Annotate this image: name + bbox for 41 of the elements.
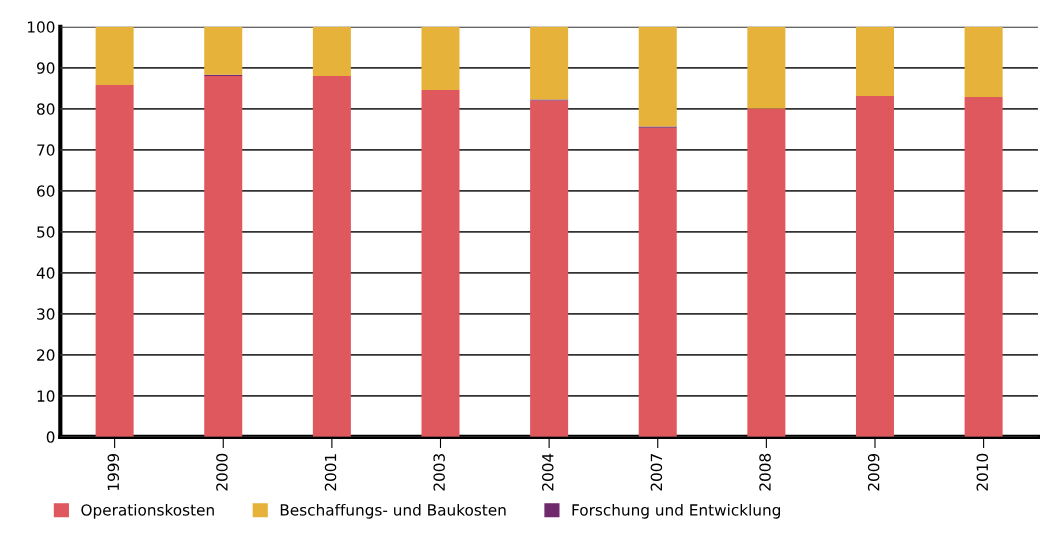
x-tick-label: 2010 bbox=[976, 453, 989, 491]
legend-label: Forschung und Entwicklung bbox=[572, 503, 781, 519]
bar bbox=[204, 26, 243, 75]
y-tick-label: 40 bbox=[36, 267, 55, 279]
y-tick-label: 70 bbox=[37, 144, 55, 156]
bar bbox=[530, 26, 569, 100]
x-tick-label: 2004 bbox=[542, 453, 554, 491]
y-tick-label: 90 bbox=[36, 62, 55, 74]
bar bbox=[312, 26, 351, 76]
bar bbox=[312, 76, 351, 437]
y-tick-label: 30 bbox=[37, 308, 55, 320]
y-tick-label: 80 bbox=[37, 103, 55, 115]
y-tick-label: 60 bbox=[37, 185, 55, 197]
y-tick-label: 100 bbox=[27, 21, 55, 33]
bar bbox=[638, 127, 677, 437]
bar bbox=[855, 26, 894, 97]
bar bbox=[530, 100, 569, 437]
legend-label: Operationskosten bbox=[81, 503, 214, 519]
bar bbox=[747, 26, 786, 109]
bar bbox=[964, 96, 1003, 437]
bar bbox=[855, 96, 894, 437]
bar bbox=[421, 26, 460, 90]
y-tick-label: 0 bbox=[46, 431, 55, 443]
x-tick-label: 2003 bbox=[433, 454, 445, 491]
x-tick-label: 2009 bbox=[867, 453, 880, 491]
bar bbox=[95, 26, 134, 86]
x-tick-label: 2000 bbox=[216, 453, 228, 491]
x-tick-label: 2007 bbox=[650, 454, 663, 491]
x-tick-label: 1999 bbox=[107, 453, 120, 491]
bar bbox=[95, 85, 134, 437]
y-tick-label: 50 bbox=[37, 226, 55, 238]
x-tick-label: 2001 bbox=[324, 454, 337, 491]
bar bbox=[638, 26, 677, 127]
legend-label: Beschaffungs- und Baukosten bbox=[280, 503, 506, 519]
bar bbox=[747, 108, 786, 437]
y-tick-label: 20 bbox=[37, 349, 55, 361]
bar bbox=[421, 89, 460, 437]
bar bbox=[204, 76, 243, 437]
bar bbox=[964, 26, 1003, 97]
y-tick-label: 10 bbox=[37, 390, 55, 402]
x-tick-label: 2008 bbox=[759, 453, 771, 491]
